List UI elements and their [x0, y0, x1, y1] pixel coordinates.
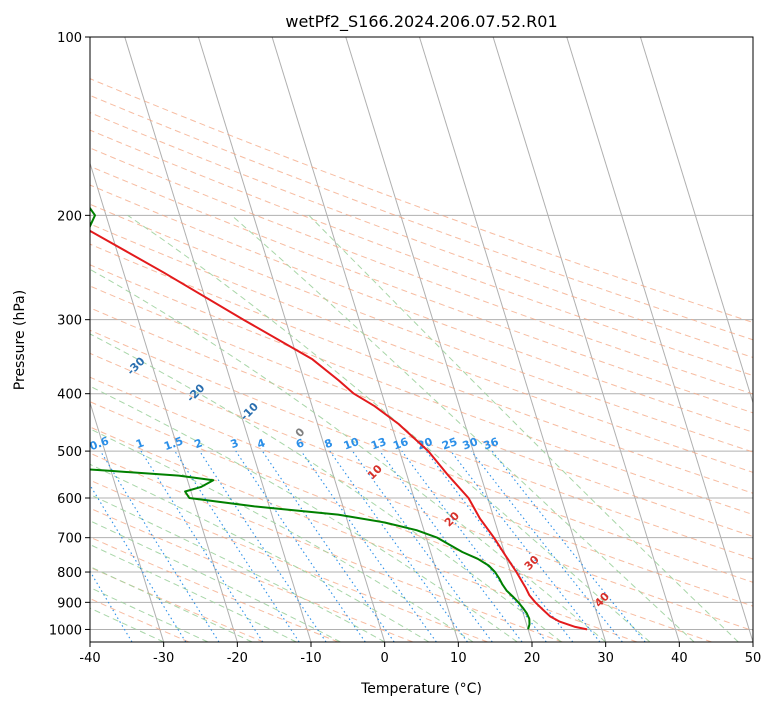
y-axis: 100 200 300 400 500 600 700 800 900 1000	[49, 31, 90, 638]
y-tick-label-1000: 1000	[49, 623, 82, 638]
mixing-ratio-line	[99, 450, 220, 642]
mixing-ratio-label: 10	[342, 435, 361, 453]
chart-title: wetPf2_S166.2024.206.07.52.R01	[285, 12, 557, 32]
plot-frame	[89, 36, 754, 643]
y-tick-label-200: 200	[57, 209, 82, 224]
y-tick-label-300: 300	[57, 314, 82, 329]
mixing-ratio-line	[470, 450, 623, 642]
y-tick-label-700: 700	[57, 532, 82, 547]
x-tick-label-0: 0	[381, 651, 389, 666]
moist-adiabats	[90, 214, 739, 642]
dewpoint-profile	[90, 206, 531, 630]
y-tick-label-800: 800	[57, 566, 82, 581]
isotherm-grid	[90, 37, 753, 642]
mixing-ratio-label: 2	[193, 436, 205, 451]
x-axis-title: Temperature (°C)	[360, 681, 482, 697]
mixing-ratio-label: 36	[482, 435, 501, 453]
mixing-ratio-label: 1.5	[162, 434, 185, 453]
mixing-ratio-line	[491, 450, 646, 642]
mixing-ratio-label: 16	[391, 435, 410, 453]
dry-adiabat	[90, 376, 753, 632]
moist-adiabat	[90, 493, 385, 642]
y-axis-title: Pressure (hPa)	[12, 290, 28, 390]
isotherm-0	[197, 37, 386, 642]
moist-adiabat	[127, 214, 651, 642]
mixing-ratio-line	[140, 450, 264, 642]
x-tick-label--30: -30	[153, 651, 174, 666]
mixing-ratio-line	[450, 450, 601, 642]
moist-adiabat	[90, 385, 518, 642]
x-tick-label-30: 30	[597, 651, 614, 666]
isotherm-60	[639, 37, 753, 405]
mixing-ratio-label: 6	[294, 436, 306, 451]
mixing-ratio-line	[174, 450, 300, 642]
moist-adiabat	[90, 587, 209, 642]
mixing-ratio-label: 25	[440, 435, 459, 452]
mixing-ratio-label: 1	[134, 436, 146, 451]
sounding-series	[90, 206, 588, 631]
mixing-ratio-label: 3	[229, 436, 241, 451]
moist-adiabat	[90, 428, 474, 642]
mixing-ratio-lines	[90, 450, 646, 642]
mixing-ratio-line	[329, 450, 468, 642]
dry-adiabat	[90, 479, 488, 642]
y-tick-label-400: 400	[57, 388, 82, 403]
y-tick-label-100: 100	[57, 31, 82, 46]
moist-adiabat	[90, 544, 297, 642]
isotherm-40	[492, 37, 680, 642]
moist-adiabat	[90, 566, 253, 642]
mixing-ratio-line	[300, 450, 437, 642]
moist-adiabat	[90, 333, 562, 642]
moist-adiabat	[90, 268, 607, 642]
isotherm--20	[90, 161, 238, 642]
isotherm-30	[418, 37, 607, 642]
y-tick-label-900: 900	[57, 596, 82, 611]
mixing-ratio-line	[90, 484, 187, 642]
mixing-ratio-label: 20	[416, 435, 435, 453]
dry-adiabat	[90, 352, 753, 607]
dry-adiabat	[90, 129, 753, 377]
mixing-ratio-label: 4	[255, 436, 267, 451]
isotherm--10	[124, 37, 312, 642]
x-tick-label-50: 50	[745, 651, 762, 666]
mixing-ratio-label: 13	[369, 435, 388, 452]
y-tick-label-600: 600	[57, 492, 82, 507]
mixing-ratio-label: 30	[461, 435, 480, 453]
moist-adiabat	[231, 214, 695, 642]
mixing-ratio-line	[90, 570, 133, 642]
mixing-ratio-label: 8	[323, 436, 335, 451]
dry-adiabat	[90, 94, 753, 341]
plot-area: 0.10.20.40.611.52346810131620253036-100-…	[90, 37, 753, 642]
x-tick-label--20: -20	[227, 651, 248, 666]
isotherm-50	[566, 37, 753, 642]
x-axis: -40 -30 -20 -10 0 10 20 30 40 50	[79, 642, 761, 666]
x-tick-label-40: 40	[671, 651, 688, 666]
mixing-ratio-line	[261, 450, 395, 642]
dry-adiabat	[90, 452, 563, 642]
dry-adiabat	[90, 112, 753, 358]
x-tick-label--10: -10	[300, 651, 321, 666]
dry-adiabat	[90, 165, 753, 414]
isotherm-10	[271, 37, 459, 642]
moist-adiabat	[308, 214, 739, 642]
mixing-ratio-line	[379, 450, 523, 642]
dry-adiabat	[90, 147, 753, 395]
x-tick-label--40: -40	[79, 651, 100, 666]
temperature-profile	[90, 229, 588, 631]
y-tick-label-500: 500	[57, 445, 82, 460]
x-tick-label-20: 20	[524, 651, 541, 666]
x-tick-label-10: 10	[450, 651, 467, 666]
adiabat-labels: 0.10.20.40.611.52346810131620253036-100-…	[90, 354, 612, 609]
dry-adiabats	[90, 78, 753, 642]
